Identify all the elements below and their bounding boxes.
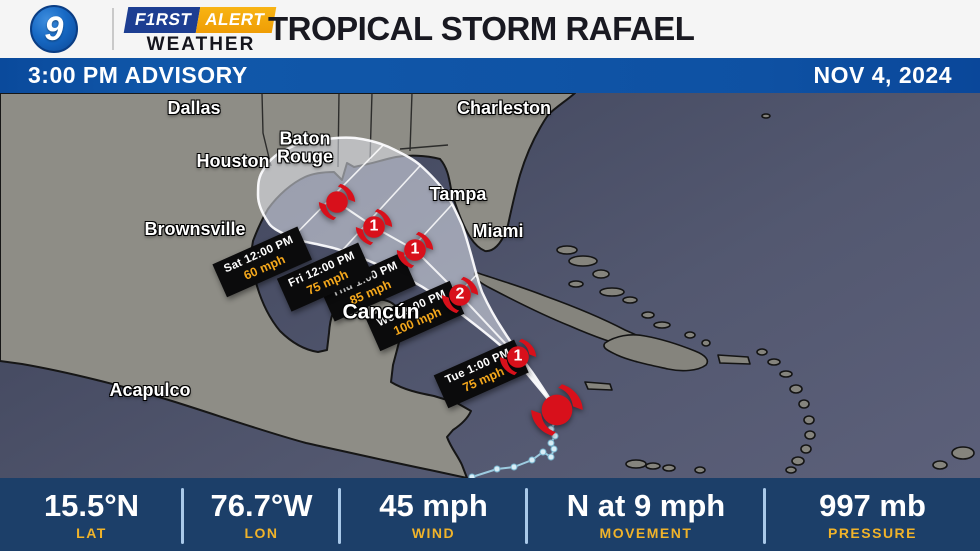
page-title: TROPICAL STORM RAFAEL xyxy=(268,10,695,47)
islands-lesser-antilles xyxy=(756,348,816,474)
stat-value: 997 mb xyxy=(819,488,926,524)
brand-alert: ALERT xyxy=(196,7,276,33)
islands-south-caribbean xyxy=(625,446,975,474)
hurricane-icon-cat-1: 1 xyxy=(499,338,537,376)
stat-lat: 15.5°N LAT xyxy=(0,478,184,551)
island-bermuda xyxy=(761,113,771,119)
current-storm-icon xyxy=(530,383,584,437)
map-graphic xyxy=(0,93,975,478)
city-label-charleston: Charleston xyxy=(456,97,552,118)
stat-label: WIND xyxy=(411,524,456,541)
stat-label: LAT xyxy=(76,524,107,541)
stat-label: MOVEMENT xyxy=(599,524,693,541)
stat-divider xyxy=(763,488,766,544)
stat-pressure: 997 mb PRESSURE xyxy=(765,478,980,551)
stat-value: 76.7°W xyxy=(210,488,313,524)
stat-divider xyxy=(525,488,528,544)
city-label-miami: Miami xyxy=(472,220,524,241)
stat-lon: 76.7°W LON xyxy=(183,478,341,551)
stat-value: 45 mph xyxy=(379,488,488,524)
city-label-cancn: Cancún xyxy=(342,300,420,324)
station-9-logo: 9 xyxy=(30,5,78,53)
stat-value: N at 9 mph xyxy=(566,488,726,524)
stat-wind: 45 mph WIND xyxy=(340,478,528,551)
first-alert-badge: F1RST ALERT xyxy=(123,7,279,33)
city-label-houston: Houston xyxy=(196,150,270,171)
islands-bahamas xyxy=(556,245,711,347)
island-puerto-rico xyxy=(717,354,751,365)
stat-label: LON xyxy=(244,524,279,541)
islands xyxy=(473,113,975,474)
station-number: 9 xyxy=(44,10,64,48)
hurricane-icon-cat-2: 2 xyxy=(441,276,479,314)
stats-bar: 15.5°N LAT 76.7°W LON 45 mph WIND N at 9… xyxy=(0,478,980,551)
city-label-brownsville: Brownsville xyxy=(144,218,246,239)
header: 9 F1RST ALERT WEATHER TROPICAL STORM RAF… xyxy=(0,0,980,58)
city-label-tampa: Tampa xyxy=(429,183,487,204)
logo-divider xyxy=(112,8,114,50)
advisory-time: 3:00 PM ADVISORY xyxy=(28,62,248,88)
island-jamaica xyxy=(584,381,613,391)
city-label-acapulco: Acapulco xyxy=(109,379,191,400)
advisory-date: NOV 4, 2024 xyxy=(813,62,952,88)
brand-first: F1RST xyxy=(123,7,201,33)
map: Tue 1:00 PM 75 mph 1 Wed 1:00 PM 100 mph 2 Thu… xyxy=(0,93,980,478)
stat-label: PRESSURE xyxy=(827,524,918,541)
city-label-batonrouge: Baton Rouge xyxy=(277,128,333,167)
stat-movement: N at 9 mph MOVEMENT xyxy=(527,478,766,551)
stat-divider xyxy=(181,488,184,544)
hurricane-icon-cat-1: 1 xyxy=(396,231,434,269)
city-label-dallas: Dallas xyxy=(167,97,221,118)
advisory-bar: 3:00 PM ADVISORY NOV 4, 2024 xyxy=(0,58,980,93)
tropical-storm-icon xyxy=(318,183,356,221)
first-alert-weather-logo: F1RST ALERT WEATHER xyxy=(123,7,279,56)
brand-weather: WEATHER xyxy=(146,34,256,55)
stat-value: 15.5°N xyxy=(43,488,140,524)
island-hispaniola xyxy=(603,334,709,372)
stat-divider xyxy=(338,488,341,544)
hurricane-icon-cat-1: 1 xyxy=(355,208,393,246)
